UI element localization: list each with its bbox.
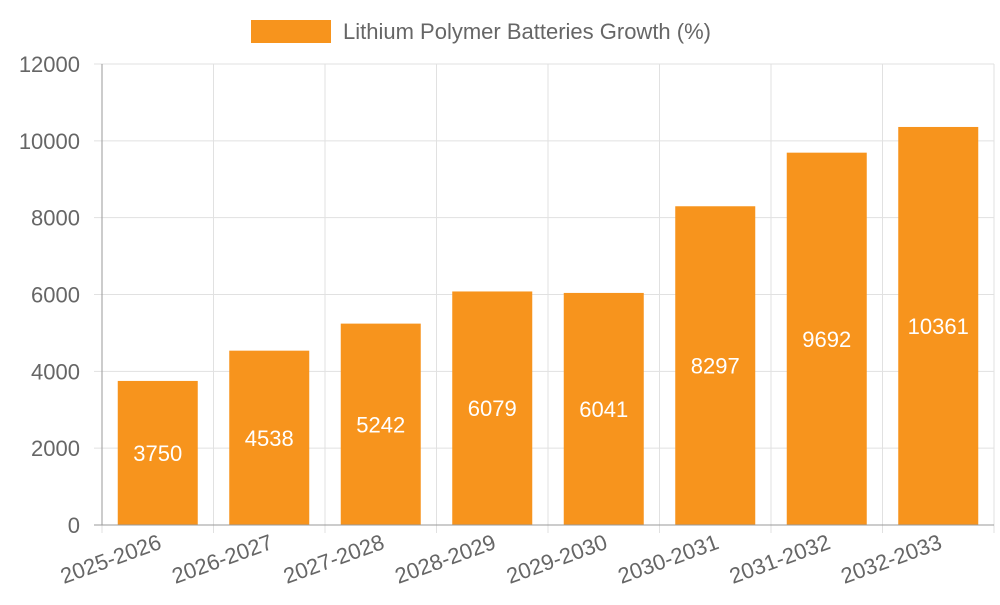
data-label: 9692 — [802, 327, 851, 352]
bar — [563, 292, 644, 525]
data-label: 5242 — [356, 412, 405, 437]
y-tick-label: 0 — [68, 513, 80, 538]
y-tick-label: 12000 — [19, 52, 80, 77]
data-label: 6079 — [468, 396, 517, 421]
data-label: 3750 — [133, 441, 182, 466]
bar — [340, 323, 421, 525]
bar — [117, 380, 198, 525]
legend: Lithium Polymer Batteries Growth (%) — [251, 19, 711, 44]
bar — [898, 126, 979, 526]
x-tick-label: 2028-2029 — [392, 529, 499, 588]
y-tick-label: 10000 — [19, 129, 80, 154]
x-tick-label: 2025-2026 — [57, 529, 164, 588]
y-tick-label: 4000 — [31, 359, 80, 384]
legend-swatch — [251, 20, 331, 43]
data-label: 8297 — [691, 354, 740, 379]
bars: 3750 4538 5242 6079 6041 8297 9692 10361 — [117, 126, 979, 526]
x-tick-label: 2027-2028 — [280, 529, 387, 588]
y-tick-label: 2000 — [31, 436, 80, 461]
bar — [229, 350, 310, 525]
bar — [786, 152, 867, 526]
bar — [452, 291, 533, 525]
data-label: 4538 — [245, 426, 294, 451]
y-tick-label: 8000 — [31, 206, 80, 231]
x-tick-label: 2031-2032 — [726, 529, 833, 588]
x-tick-label: 2030-2031 — [615, 529, 722, 588]
legend-label: Lithium Polymer Batteries Growth (%) — [343, 19, 711, 44]
x-tick-label: 2032-2033 — [838, 529, 945, 588]
data-label: 6041 — [579, 397, 628, 422]
x-tick-label: 2026-2027 — [169, 529, 276, 588]
x-tick-label: 2029-2030 — [503, 529, 610, 588]
bar — [675, 206, 756, 526]
y-tick-label: 6000 — [31, 283, 80, 308]
data-label: 10361 — [908, 314, 969, 339]
